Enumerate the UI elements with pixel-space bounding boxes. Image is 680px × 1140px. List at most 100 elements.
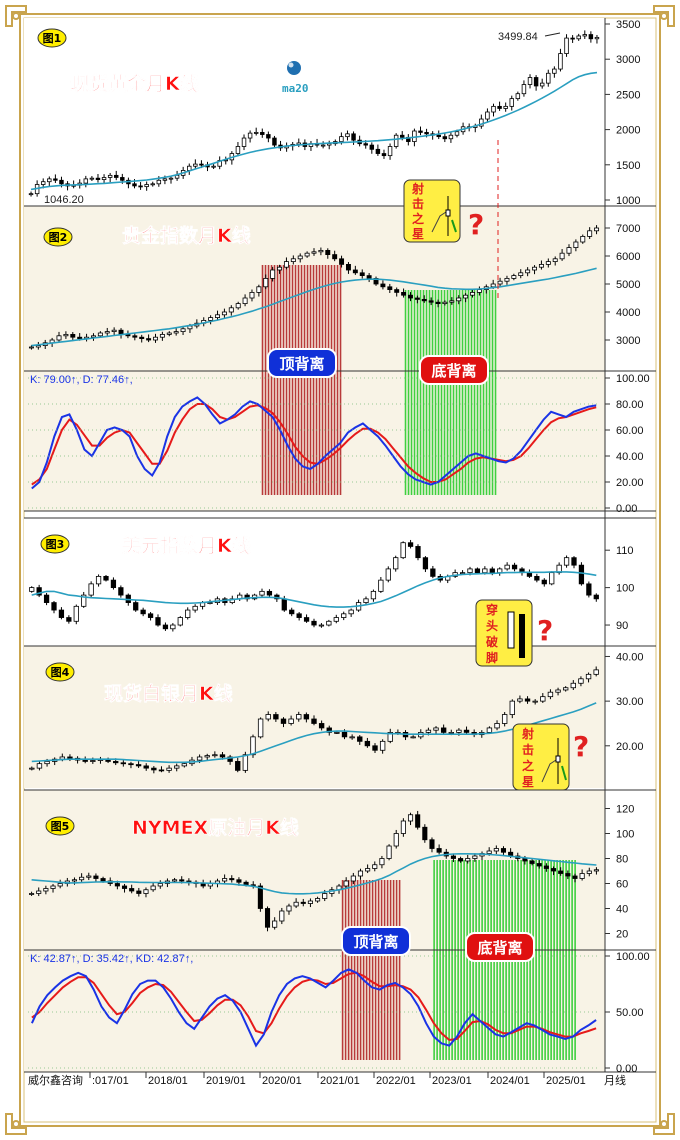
shooting-star-box-4: 射 击 之 星	[512, 723, 570, 791]
label-top-divergence-2: 顶背离	[267, 348, 337, 378]
candle-body	[407, 814, 414, 822]
candle-body	[97, 332, 103, 337]
candle-body	[541, 579, 547, 585]
candle-body	[400, 820, 406, 834]
candle-body	[315, 898, 321, 902]
y-tick-label: 100	[616, 583, 634, 595]
candle-body	[58, 609, 65, 618]
candle-body	[422, 826, 428, 841]
candle-body	[334, 732, 340, 734]
candle-body	[215, 314, 220, 318]
candle-body	[467, 568, 473, 574]
candle-body	[265, 714, 271, 720]
candle-body	[40, 181, 46, 185]
candle-body	[578, 564, 585, 585]
candle-body	[572, 875, 578, 879]
y-tick-label: 6000	[616, 251, 640, 263]
candle-body	[143, 765, 149, 769]
candle-body	[303, 617, 310, 622]
candle-body	[136, 890, 142, 894]
candle-body	[400, 134, 405, 138]
piercing-box: 穿 头 破 脚	[475, 599, 533, 667]
candle-body	[111, 329, 117, 333]
y-tick-label: 50.00	[616, 1007, 644, 1019]
title-silver: 现货白银月K线	[104, 682, 233, 705]
candle-body	[365, 868, 371, 872]
candle-body	[320, 144, 326, 147]
candle-body	[170, 624, 176, 630]
candle-body	[518, 272, 524, 276]
y-tick-label: 30.00	[616, 696, 644, 708]
svg-text:星: 星	[522, 775, 534, 789]
candle-body	[435, 301, 441, 305]
candle-body	[281, 598, 287, 611]
candle-body	[372, 745, 378, 751]
candle-body	[476, 289, 482, 293]
candle-body	[408, 294, 413, 299]
candle-body	[103, 575, 109, 581]
y-tick-label: 20	[616, 929, 628, 941]
candle-body	[448, 134, 454, 140]
candle-body	[372, 864, 378, 869]
candle-body	[266, 590, 273, 596]
candle-body	[283, 261, 289, 268]
candle-body	[155, 617, 161, 626]
panel-separators	[24, 18, 656, 1073]
candle-body	[146, 338, 152, 341]
candle-body	[509, 700, 515, 715]
candle-body	[564, 37, 569, 54]
candle-body	[129, 888, 135, 892]
candle-body	[193, 163, 198, 167]
title-precious-index: 贵金指数月K线	[122, 224, 251, 247]
candle-body	[159, 333, 165, 338]
candle-body	[311, 718, 317, 724]
candle-body	[357, 736, 363, 742]
candle-body	[147, 613, 154, 618]
candle-body	[587, 230, 593, 237]
candle-body	[272, 920, 278, 928]
candle-body	[192, 605, 198, 611]
candle-body	[571, 557, 577, 566]
candle-body	[425, 729, 432, 733]
y-tick-label: 60.00	[616, 425, 644, 437]
y-tick-label: 0.00	[616, 503, 637, 515]
candle-body	[280, 718, 287, 724]
candle-body	[36, 890, 42, 894]
badge-panel-1: 图1	[37, 28, 67, 48]
candle-body	[472, 855, 478, 859]
candle-body	[82, 759, 88, 762]
candle-body	[387, 732, 393, 742]
candle-body	[576, 35, 581, 40]
candle-body	[463, 294, 469, 299]
candle-body	[440, 727, 447, 733]
candle-body	[550, 868, 557, 872]
candle-body	[586, 870, 592, 874]
candle-body	[135, 764, 142, 767]
candle-body	[296, 613, 302, 618]
y-tick-label: 40	[616, 904, 628, 916]
candle-body	[421, 298, 427, 302]
candle-body	[307, 900, 313, 904]
candle-body	[311, 620, 317, 626]
candle-body	[180, 328, 186, 332]
candle-body	[138, 185, 143, 188]
candle-body	[79, 876, 85, 881]
candle-body	[266, 134, 271, 139]
candle-body	[104, 331, 110, 334]
candle-body	[179, 879, 185, 882]
candle-body	[28, 193, 34, 196]
candle-body	[153, 336, 158, 341]
candle-body	[373, 277, 379, 285]
candle-body	[326, 727, 332, 733]
candle-body	[501, 714, 508, 724]
candle-body	[352, 269, 358, 274]
candle-body	[594, 227, 600, 232]
candle-body	[53, 178, 58, 181]
candle-body	[162, 624, 169, 630]
candle-body	[200, 883, 206, 887]
candle-body	[300, 901, 306, 904]
candle-body	[263, 277, 269, 288]
candle-body	[44, 761, 50, 765]
candle-body	[35, 345, 41, 348]
candle-body	[139, 336, 145, 340]
